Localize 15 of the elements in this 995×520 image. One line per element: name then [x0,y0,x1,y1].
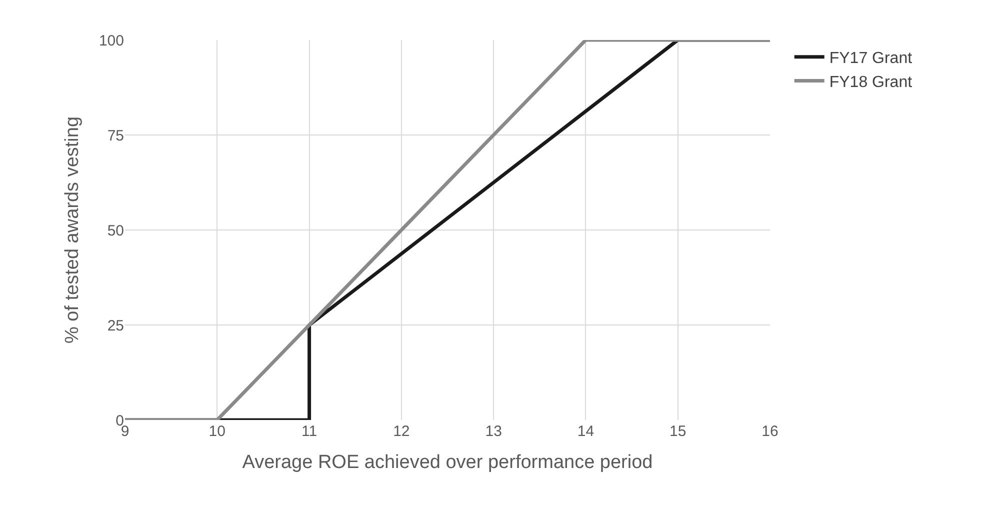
legend-label: FY17 Grant [829,50,913,68]
y-tick-label: 25 [107,317,124,334]
y-axis-title: % of tested awards vesting [62,116,83,344]
y-tick-label: 75 [107,127,124,144]
x-tick-label: 13 [485,423,502,440]
x-tick-label: 14 [577,423,594,440]
x-tick-label: 10 [208,423,226,440]
y-tick-label: 50 [107,222,124,240]
legend-label: FY18 Grant [829,74,913,91]
y-tick-label: 100 [98,32,124,50]
x-tick-label: 11 [302,423,318,440]
x-tick-label: 16 [762,423,778,440]
x-axis-title: Average ROE achieved over performance period [242,452,653,473]
x-tick-label: 15 [670,423,686,440]
x-tick-label: 12 [393,423,410,440]
